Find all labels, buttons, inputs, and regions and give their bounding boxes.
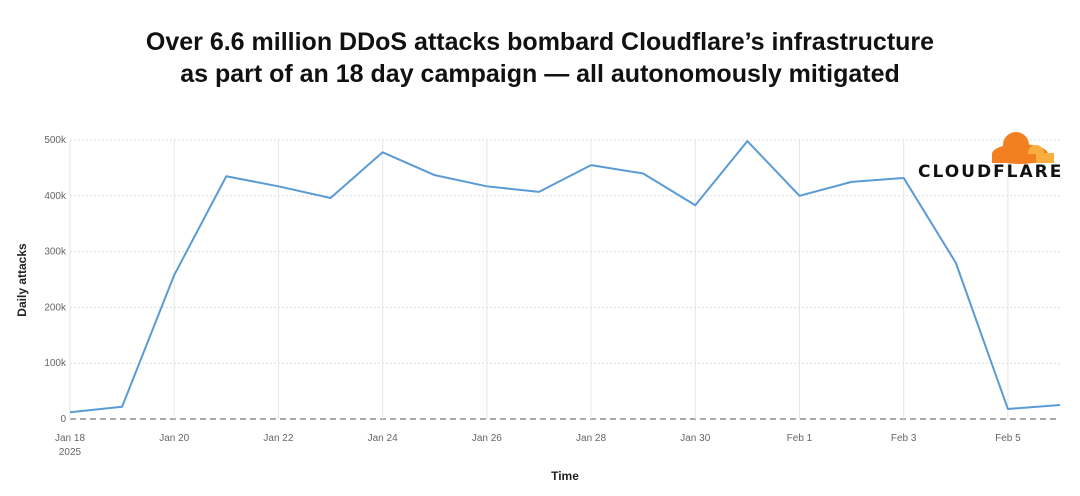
x-tick-label: Jan 18 (55, 433, 85, 444)
logo-text: CLOUDFLARE (918, 162, 1064, 182)
y-tick-label: 400k (44, 191, 67, 202)
y-tick-label: 500k (44, 135, 67, 146)
cloud-icon (992, 132, 1054, 164)
y-tick-label: 100k (44, 358, 67, 369)
x-tick-label: Feb 5 (995, 433, 1021, 444)
title-line-1: Over 6.6 million DDoS attacks bombard Cl… (145, 28, 935, 56)
x-tick-label: Feb 3 (891, 433, 917, 444)
x-tick-label: Jan 22 (263, 433, 293, 444)
x-tick-label: Feb 1 (787, 433, 813, 444)
series-line (69, 140, 1061, 414)
chart-title: Over 6.6 million DDoS attacks bombard Cl… (0, 26, 1080, 90)
y-tick-label: 300k (44, 247, 67, 258)
y-axis-label: Daily attacks (15, 243, 29, 317)
y-tick-label: 0 (60, 414, 66, 425)
x-tick-label: Jan 30 (680, 433, 710, 444)
title-line-2: as part of an 18 day campaign — all auto… (180, 60, 900, 88)
y-tick-label: 200k (44, 302, 67, 313)
x-tick-label: Jan 20 (159, 433, 189, 444)
cloudflare-logo: CLOUDFLARE (918, 128, 1061, 184)
x-tick-sublabel: 2025 (59, 447, 82, 458)
x-tick-label: Jan 24 (368, 433, 398, 444)
x-tick-label: Jan 26 (472, 433, 502, 444)
x-tick-label: Jan 28 (576, 433, 606, 444)
x-axis-label: Time (551, 469, 579, 483)
